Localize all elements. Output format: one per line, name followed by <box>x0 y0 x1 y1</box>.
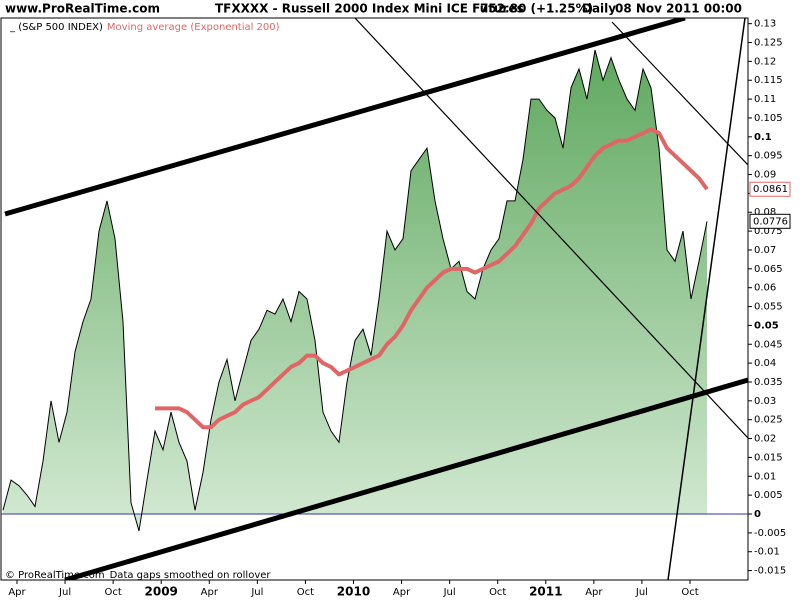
y-tick-label: 0.13 <box>754 19 776 30</box>
x-tick-label: Apr <box>393 587 411 598</box>
y-tick-label: 0 <box>754 509 761 520</box>
plot <box>1 49 748 532</box>
trend-line <box>4 18 686 217</box>
period: Daily <box>582 2 616 16</box>
x-tick-label: 2011 <box>529 585 562 599</box>
date: 08 Nov 2011 00:00 <box>615 2 742 16</box>
footer: © ProRealTime.com Data gaps smoothed on r… <box>5 570 271 581</box>
x-tick-label: Jul <box>58 587 71 598</box>
y-tick-label: 0.105 <box>754 113 783 124</box>
y-tick-label: 0.015 <box>754 452 783 463</box>
plot-frame <box>0 17 749 581</box>
y-tick-label: 0.07 <box>754 245 776 256</box>
x-tick-label: Oct <box>297 587 314 598</box>
y-tick-label: 0.1 <box>754 132 772 143</box>
y-tick-label: 0.03 <box>754 396 776 407</box>
legend-marker: _ <box>9 22 18 33</box>
last-value-label: 0.0776 <box>753 216 788 227</box>
last-value-box <box>749 213 791 229</box>
x-tick-label: Oct <box>104 587 121 598</box>
site: www.ProRealTime.com <box>5 2 160 16</box>
y-tick-label: 0.005 <box>754 490 783 501</box>
trend-line <box>611 21 748 166</box>
y-tick-label: -0.015 <box>754 566 786 577</box>
x-tick-label: Jul <box>443 587 456 598</box>
y-tick-label: 0.095 <box>754 151 783 162</box>
legend-label: Moving average (Exponential 200) <box>107 22 280 33</box>
trend-lines <box>4 18 748 580</box>
y-tick-label: 0.06 <box>754 283 776 294</box>
y-tick-label: 0.035 <box>754 377 783 388</box>
legend-label: (S&P 500 INDEX) <box>18 22 103 33</box>
trend-line <box>354 18 748 439</box>
x-tick-label: Apr <box>8 587 26 598</box>
x-tick-label: 2010 <box>337 585 370 599</box>
x-tick-label: Jul <box>250 587 263 598</box>
y-tick-label: 0.08 <box>754 207 776 218</box>
footer-note: Data gaps smoothed on rollover <box>110 570 272 581</box>
y-tick-label: 0.05 <box>754 320 779 331</box>
y-tick-label: 0.055 <box>754 302 783 313</box>
y-tick-label: 0.125 <box>754 38 783 49</box>
x-tick-label: 2009 <box>145 585 178 599</box>
y-tick-label: 0.12 <box>754 56 776 67</box>
area-fill <box>3 50 707 531</box>
y-tick-label: 0.01 <box>754 471 776 482</box>
x-tick-label: Apr <box>585 587 603 598</box>
y-tick-label: -0.01 <box>754 547 780 558</box>
x-tick-label: Oct <box>681 587 698 598</box>
x-tick-label: Oct <box>489 587 506 598</box>
y-tick-label: 0.025 <box>754 415 783 426</box>
last-value-box <box>749 181 791 197</box>
instrument: TFXXXX - Russell 2000 Index Mini ICE Fut… <box>215 2 524 16</box>
trend-line <box>667 18 746 580</box>
y-tick-label: 0.045 <box>754 339 783 350</box>
trend-line <box>64 377 748 580</box>
x-tick-label: Jul <box>635 587 648 598</box>
price-line <box>2 49 708 532</box>
y-tick-label: 0.04 <box>754 358 776 369</box>
copyright: © ProRealTime.com <box>5 570 105 581</box>
y-tick-label: 0.075 <box>754 226 783 237</box>
y-tick-label: 0.02 <box>754 434 776 445</box>
y-tick-label: 0.11 <box>754 94 776 105</box>
y-tick-label: 0.09 <box>754 170 776 181</box>
y-tick-label: -0.005 <box>754 528 786 539</box>
moving-average-line <box>155 127 709 430</box>
quote: 752.80 (+1.25%) <box>480 2 593 16</box>
x-tick-label: Apr <box>201 587 219 598</box>
y-tick-label: 0.115 <box>754 75 783 86</box>
last-value-label: 0.0861 <box>753 184 788 195</box>
legend-entry: _ (S&P 500 INDEX) Moving average (Exponen… <box>9 22 280 33</box>
y-tick-label: 0.065 <box>754 264 783 275</box>
